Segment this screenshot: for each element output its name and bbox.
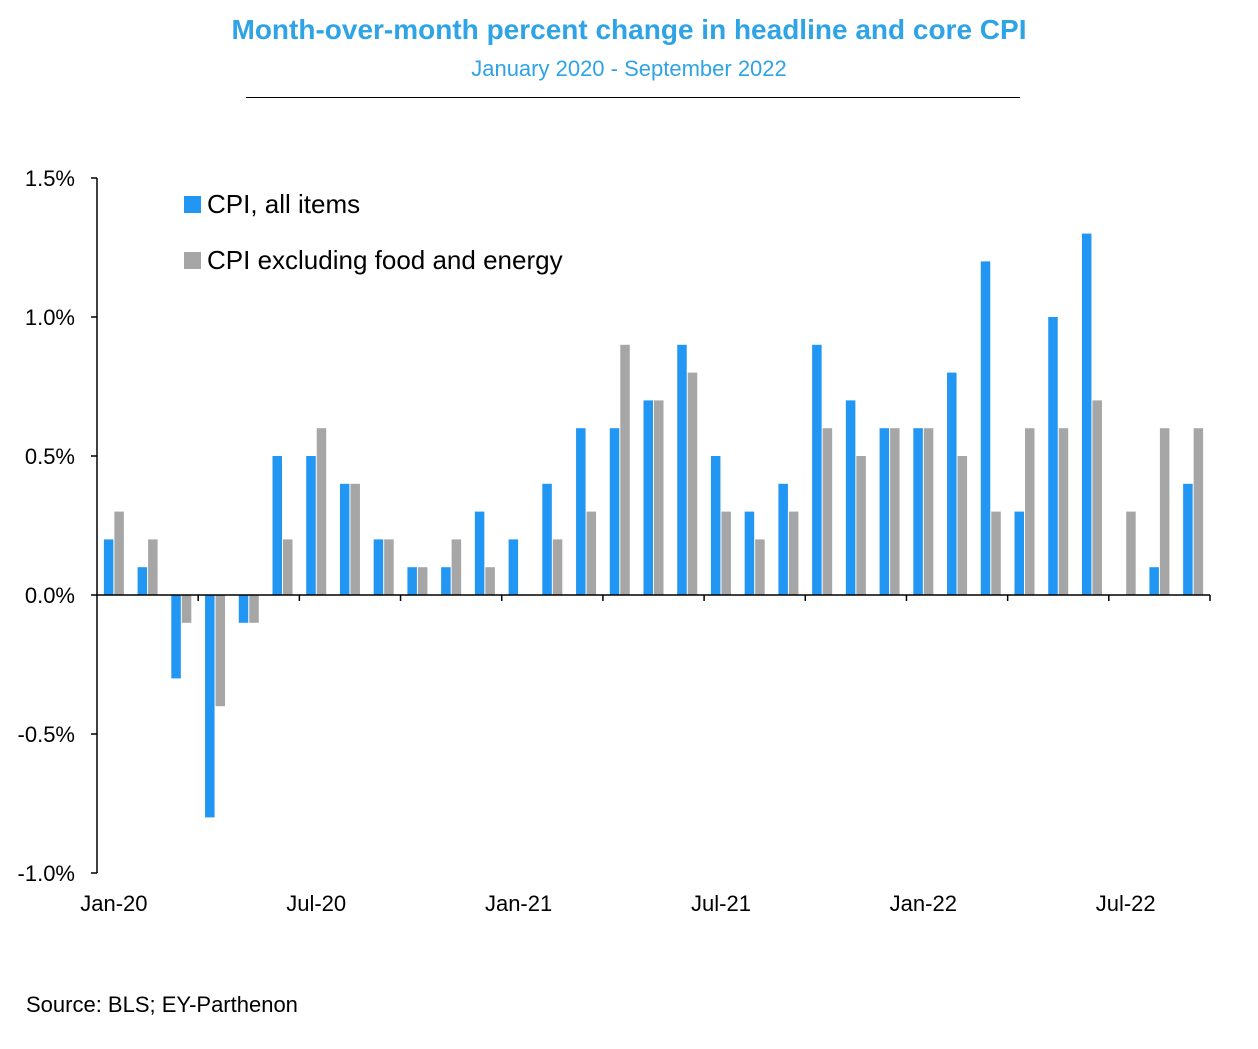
x-tick-label: Jul-22 bbox=[1096, 891, 1156, 916]
bar-headline-oct-21 bbox=[812, 344, 822, 595]
bar-core-sep-22 bbox=[1193, 428, 1204, 595]
bar-core-oct-21 bbox=[822, 428, 833, 595]
bar-core-may-21 bbox=[654, 400, 664, 595]
source-note: Source: BLS; EY-Parthenon bbox=[26, 992, 298, 1017]
bar-core-jun-22 bbox=[1092, 400, 1102, 595]
bar-core-mar-22 bbox=[991, 511, 1001, 595]
x-tick-label: Jul-20 bbox=[286, 891, 346, 916]
bar-core-mar-21 bbox=[586, 511, 597, 595]
axes-layer: 1.5% 1.0% 0.5% 0.0% -0.5% -1.0%Jan-20 Jul-20 Ja… bbox=[18, 166, 1211, 916]
bar-core-aug-20 bbox=[350, 483, 360, 595]
bar-headline-feb-20 bbox=[137, 567, 148, 595]
bar-core-jun-21 bbox=[687, 372, 698, 595]
bar-headline-dec-20 bbox=[474, 511, 485, 595]
bar-core-jul-22 bbox=[1126, 511, 1136, 595]
legend-label-headline: CPI, all items bbox=[207, 189, 360, 219]
bar-headline-jun-22 bbox=[1081, 233, 1092, 595]
y-tick-label: 1.0% bbox=[25, 305, 75, 330]
bar-core-sep-20 bbox=[384, 539, 394, 595]
bar-core-oct-20 bbox=[417, 567, 428, 595]
bar-core-nov-21 bbox=[856, 456, 866, 595]
y-tick-label: 1.5% bbox=[25, 166, 75, 191]
bar-headline-jun-20 bbox=[272, 456, 282, 595]
bar-core-nov-20 bbox=[451, 539, 462, 595]
bar-headline-may-21 bbox=[643, 400, 653, 595]
bar-headline-jun-21 bbox=[677, 344, 687, 595]
bar-core-may-20 bbox=[249, 595, 259, 623]
legend-swatch-headline bbox=[184, 196, 201, 213]
bar-core-apr-21 bbox=[620, 344, 630, 595]
y-tick-label: 0.0% bbox=[25, 583, 75, 608]
bar-core-jun-20 bbox=[283, 539, 293, 595]
bar-headline-sep-21 bbox=[778, 483, 788, 595]
bar-headline-oct-20 bbox=[407, 567, 417, 595]
x-tick-label: Jan-20 bbox=[80, 891, 147, 916]
x-tick-label: Jul-21 bbox=[691, 891, 751, 916]
bar-headline-mar-22 bbox=[980, 261, 991, 595]
y-tick-label: -1.0% bbox=[18, 861, 75, 886]
bar-core-apr-22 bbox=[1025, 428, 1035, 595]
bar-headline-aug-20 bbox=[339, 483, 350, 595]
bar-core-feb-20 bbox=[148, 539, 158, 595]
bar-headline-apr-20 bbox=[205, 595, 215, 818]
bar-headline-nov-20 bbox=[441, 567, 451, 595]
x-tick-label: Jan-21 bbox=[485, 891, 552, 916]
bar-headline-may-20 bbox=[238, 595, 249, 623]
y-tick-label: -0.5% bbox=[18, 722, 75, 747]
bar-headline-feb-22 bbox=[947, 372, 957, 595]
bar-headline-aug-22 bbox=[1149, 567, 1159, 595]
bar-core-jul-20 bbox=[316, 428, 327, 595]
bar-headline-may-22 bbox=[1048, 317, 1058, 595]
bar-headline-feb-21 bbox=[542, 483, 552, 595]
legend-swatch-core bbox=[184, 252, 201, 269]
legend: CPI, all items CPI excluding food and en… bbox=[184, 189, 563, 275]
x-tick-label: Jan-22 bbox=[890, 891, 957, 916]
bar-core-jul-21 bbox=[721, 511, 731, 595]
bars-layer bbox=[103, 233, 1204, 818]
bar-headline-nov-21 bbox=[845, 400, 856, 595]
bar-core-feb-22 bbox=[957, 456, 968, 595]
bar-headline-jan-20 bbox=[103, 539, 114, 595]
bar-headline-sep-20 bbox=[373, 539, 384, 595]
bar-headline-apr-21 bbox=[609, 428, 620, 595]
bar-headline-jan-22 bbox=[913, 428, 923, 595]
bar-headline-mar-20 bbox=[171, 595, 181, 679]
bar-core-mar-20 bbox=[181, 595, 192, 623]
bar-headline-apr-22 bbox=[1014, 511, 1024, 595]
bar-core-sep-21 bbox=[788, 511, 799, 595]
title-divider bbox=[246, 97, 1020, 98]
bar-headline-jan-21 bbox=[508, 539, 519, 595]
bar-core-apr-20 bbox=[215, 595, 226, 707]
bar-core-feb-21 bbox=[552, 539, 563, 595]
bar-core-dec-20 bbox=[485, 567, 495, 595]
y-tick-label: 0.5% bbox=[25, 444, 75, 469]
bar-core-jan-22 bbox=[923, 428, 934, 595]
bar-headline-mar-21 bbox=[576, 428, 586, 595]
bar-headline-sep-22 bbox=[1183, 483, 1193, 595]
bar-headline-dec-21 bbox=[879, 428, 890, 595]
bar-core-aug-21 bbox=[755, 539, 765, 595]
bar-core-may-22 bbox=[1058, 428, 1069, 595]
bar-core-dec-21 bbox=[890, 428, 900, 595]
bar-core-aug-22 bbox=[1159, 428, 1170, 595]
bar-headline-jul-20 bbox=[306, 456, 316, 595]
chart-subtitle: January 2020 - September 2022 bbox=[471, 56, 787, 81]
bar-core-jan-20 bbox=[114, 511, 124, 595]
chart-title: Month-over-month percent change in headl… bbox=[231, 14, 1027, 45]
legend-label-core: CPI excluding food and energy bbox=[207, 245, 563, 275]
bar-headline-aug-21 bbox=[744, 511, 755, 595]
bar-headline-jul-21 bbox=[710, 456, 721, 595]
